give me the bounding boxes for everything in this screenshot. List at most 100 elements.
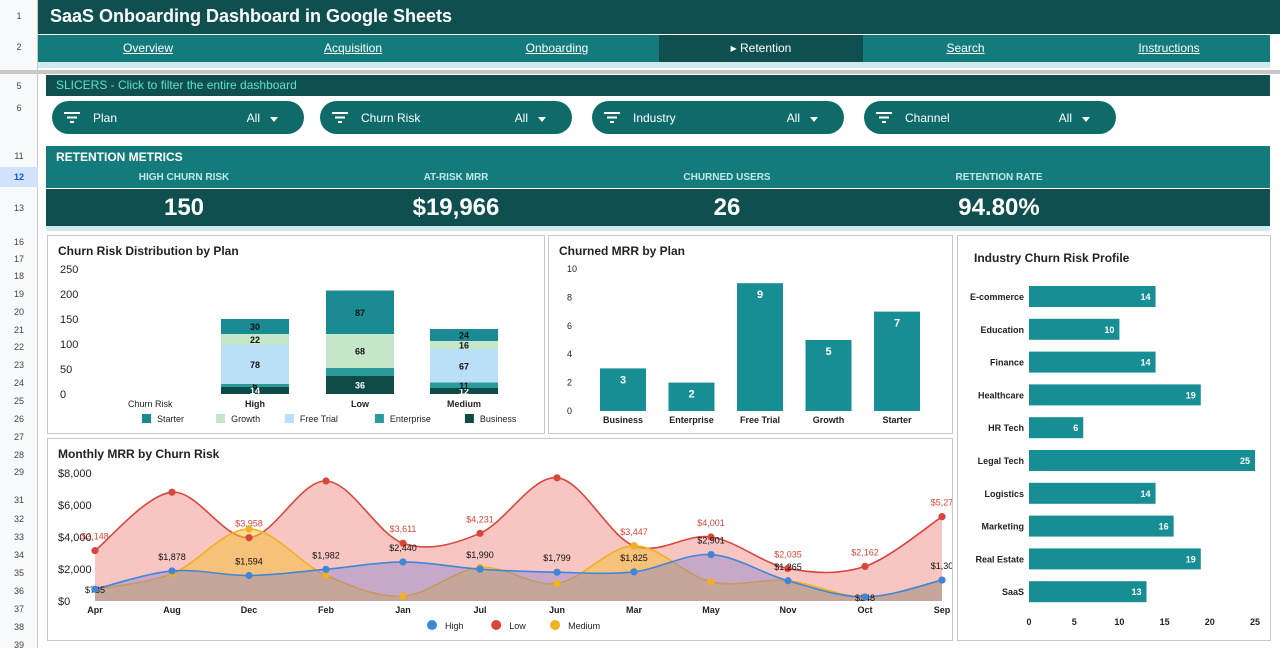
y-tick-label: $0 — [58, 596, 70, 608]
x-tick-label: Medium — [447, 399, 481, 409]
x-tick-label: Aug — [163, 605, 181, 615]
row-number[interactable]: 31 — [13, 495, 24, 505]
row-number[interactable]: 16 — [13, 237, 24, 247]
x-axis-label: Churn Risk — [128, 399, 173, 409]
point-high — [245, 571, 253, 580]
slicer-churn-risk[interactable]: Churn Risk All — [320, 101, 572, 134]
row-number[interactable]: 35 — [13, 568, 24, 578]
row-number[interactable]: 28 — [13, 450, 24, 460]
data-label: 14 — [1141, 489, 1151, 499]
point-low — [861, 562, 869, 571]
data-label: 10 — [1104, 325, 1114, 335]
slicer-value: All — [1058, 111, 1072, 125]
data-label: $2,035 — [774, 549, 802, 559]
legend-swatch — [550, 620, 561, 630]
x-tick-label: 5 — [1072, 617, 1077, 627]
data-label: 12 — [459, 387, 469, 397]
row-number[interactable]: 6 — [16, 103, 22, 113]
row-number[interactable]: 33 — [13, 532, 24, 542]
row-number[interactable]: 19 — [13, 289, 24, 299]
chart-churn-risk-distribution[interactable]: Churn Risk Distribution by Plan 250 200 15… — [47, 235, 545, 434]
row-number[interactable]: 27 — [13, 432, 24, 442]
row-number[interactable]: 34 — [13, 550, 24, 560]
row-number[interactable]: 1 — [16, 11, 22, 21]
bar-segment-starter — [430, 329, 498, 341]
data-label: $3,958 — [235, 519, 263, 529]
data-label: $5,27 — [931, 498, 952, 508]
legend-swatch — [464, 414, 474, 423]
chart-monthly-mrr[interactable]: Monthly MRR by Churn Risk $8,000 $6,000 $4… — [47, 438, 953, 641]
legend-label: Starter — [157, 414, 184, 424]
tab-retention[interactable]: ▸ Retention — [659, 35, 863, 62]
y-tick-label: Real Estate — [975, 554, 1024, 564]
x-tick-label: Business — [603, 415, 643, 425]
row-number[interactable]: 29 — [13, 467, 24, 477]
row-number[interactable]: 38 — [13, 622, 24, 632]
bar — [1029, 581, 1147, 603]
data-label: $3,447 — [620, 527, 648, 537]
chart-industry-churn-risk[interactable]: Industry Churn Risk Profile 14 E-commerce… — [957, 235, 1271, 641]
point-medium — [707, 578, 715, 586]
y-tick-label: 2 — [567, 378, 572, 388]
legend-label: Medium — [568, 621, 600, 631]
x-tick-label: Starter — [882, 415, 912, 425]
y-tick-label: 4 — [567, 349, 572, 359]
point-low — [784, 564, 792, 573]
tab-acquisition[interactable]: Acquisition — [323, 41, 383, 55]
row-number[interactable]: 22 — [13, 342, 24, 352]
row-number[interactable]: 13 — [13, 203, 24, 213]
slicers-header: SLICERS - Click to filter the entire das… — [46, 75, 1270, 96]
slicer-row: Plan All Churn Risk All Industry All Cha… — [46, 96, 1270, 142]
row-number[interactable]: 17 — [13, 254, 24, 264]
tab-overview[interactable]: Overview — [122, 41, 173, 55]
row-number[interactable]: 39 — [13, 640, 24, 650]
slicer-industry[interactable]: Industry All — [592, 101, 844, 134]
row-number[interactable]: 37 — [13, 604, 24, 614]
row-number[interactable]: 25 — [13, 396, 24, 406]
freeze-line[interactable] — [0, 70, 1280, 74]
row-number[interactable]: 12 — [0, 167, 38, 187]
tab-search[interactable]: Search — [946, 41, 985, 55]
title-bar: SaaS Onboarding Dashboard in Google Shee… — [38, 0, 1280, 34]
row-number[interactable]: 24 — [13, 378, 24, 388]
data-label: $1,265 — [774, 562, 802, 572]
row-number[interactable]: 32 — [13, 514, 24, 524]
data-label: 14 — [1141, 292, 1151, 302]
data-label: 87 — [355, 308, 365, 318]
y-tick-label: Education — [980, 325, 1024, 335]
filter-icon — [876, 112, 892, 123]
x-tick-label: 25 — [1250, 617, 1260, 627]
row-number[interactable]: 21 — [13, 325, 24, 335]
data-label: 16 — [1159, 522, 1169, 532]
x-tick-label: Oct — [857, 605, 872, 615]
y-tick-label: 0 — [60, 389, 66, 401]
chart-churned-mrr-by-plan[interactable]: Churned MRR by Plan 10 8 6 4 2 0 3 Business 2 Ent… — [548, 235, 953, 434]
row-number[interactable]: 36 — [13, 586, 24, 596]
point-high — [476, 565, 484, 573]
row-number[interactable]: 23 — [13, 360, 24, 370]
y-tick-label: $6,000 — [58, 500, 92, 512]
chart-title: Monthly MRR by Churn Risk — [58, 447, 220, 461]
x-tick-label: Jun — [549, 605, 565, 615]
y-tick-label: Marketing — [981, 522, 1024, 532]
row-number[interactable]: 18 — [13, 271, 24, 281]
y-tick-label: SaaS — [1002, 587, 1024, 597]
data-label: $3,148 — [81, 532, 109, 542]
x-tick-label: Sep — [934, 605, 951, 615]
data-label: 22 — [250, 335, 260, 345]
bar-segment-free-trial — [430, 349, 498, 383]
row-number[interactable]: 2 — [16, 42, 22, 52]
slicer-plan[interactable]: Plan All — [52, 101, 304, 134]
tab-onboarding[interactable]: Onboarding — [525, 41, 589, 55]
slicer-value: All — [514, 111, 528, 125]
row-number[interactable]: 20 — [13, 307, 24, 317]
point-high — [322, 565, 330, 573]
tab-instructions[interactable]: Instructions — [1138, 41, 1200, 55]
row-number[interactable]: 11 — [14, 151, 24, 161]
row-number[interactable]: 5 — [16, 81, 22, 91]
point-low — [938, 513, 946, 521]
bar — [737, 283, 783, 411]
row-number[interactable]: 26 — [13, 414, 24, 424]
slicer-channel[interactable]: Channel All — [864, 101, 1116, 134]
data-label: 78 — [250, 360, 260, 370]
